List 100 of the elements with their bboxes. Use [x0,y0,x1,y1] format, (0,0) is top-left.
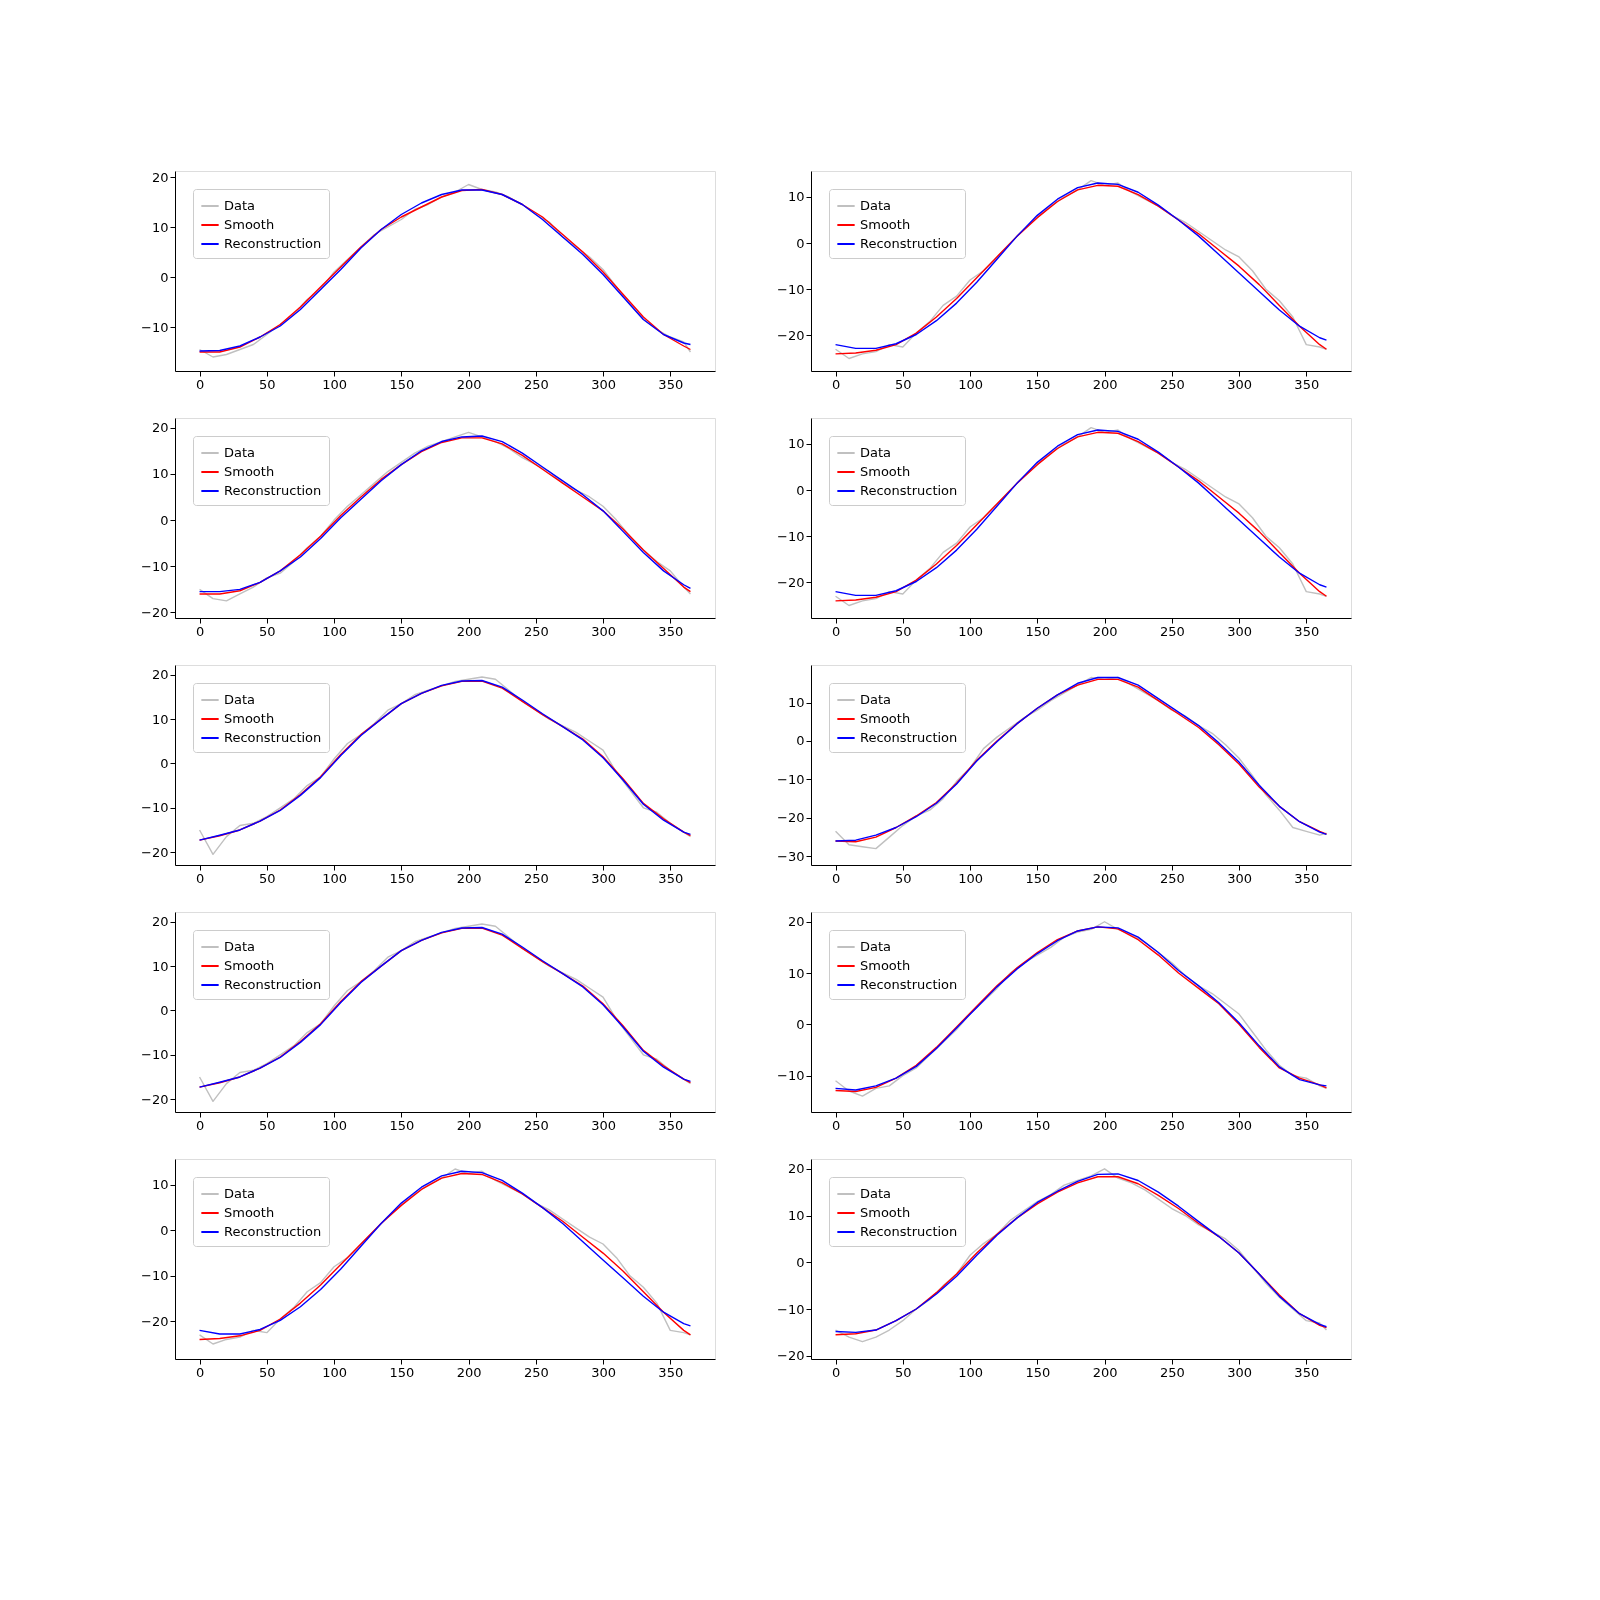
y-tick-label: −20 [777,1348,805,1364]
y-tick-label: 10 [151,466,169,482]
x-tick-label: 200 [456,870,482,886]
y-tick-label: 0 [796,235,805,251]
x-tick-label: 0 [831,623,841,639]
x-tick-label: 250 [523,623,549,639]
x-tick-label: 100 [958,870,983,886]
x-tick-label: 100 [322,376,347,392]
legend-label: Reconstruction [860,977,958,992]
x-tick-label: 50 [895,623,912,639]
x-tick-label: 150 [389,376,415,392]
x-tick-label: 250 [1159,870,1185,886]
y-tick-label: −10 [141,1047,169,1063]
legend-label: Smooth [860,711,911,726]
y-tick-label: 20 [151,420,169,436]
legend-label: Data [224,939,256,954]
legend-label: Smooth [224,464,275,479]
y-tick-label: 0 [160,1002,169,1018]
x-tick-label: 300 [591,1117,616,1133]
x-tick-label: 150 [1025,1117,1051,1133]
x-tick-label: 350 [658,870,684,886]
y-tick-label: −10 [141,800,169,816]
legend-label: Data [860,198,892,213]
y-tick-label: 10 [787,436,805,452]
legend-label: Smooth [860,1205,911,1220]
x-tick-label: 200 [1092,623,1118,639]
x-tick-label: 0 [195,1117,205,1133]
y-tick-label: 20 [151,169,169,185]
y-tick-label: 0 [796,1254,805,1270]
y-tick-label: −20 [777,327,805,343]
y-tick-label: 0 [796,733,805,749]
x-tick-label: 100 [958,376,983,392]
x-tick-label: 150 [1025,1364,1051,1380]
x-tick-label: 300 [591,376,616,392]
y-tick-label: 10 [787,695,805,710]
x-tick-label: 50 [259,623,276,639]
y-tick-label: 0 [160,1222,169,1238]
legend-label: Smooth [224,217,275,232]
y-tick-label: 0 [160,269,169,285]
x-tick-label: 150 [1025,376,1051,392]
x-tick-label: 250 [523,870,549,886]
y-tick-label: 10 [151,219,169,235]
y-tick-label: −20 [141,844,169,860]
x-tick-label: 250 [523,1117,549,1133]
x-tick-label: 200 [1092,1364,1118,1380]
x-tick-label: 0 [831,1117,841,1133]
x-tick-label: 100 [958,1117,983,1133]
y-tick-label: 10 [787,965,805,981]
x-tick-label: 350 [658,376,684,392]
x-tick-label: 300 [591,870,616,886]
y-tick-label: 20 [787,1161,805,1177]
y-tick-label: −20 [777,574,805,590]
y-tick-label: −10 [141,1268,169,1284]
x-tick-label: 300 [591,1364,616,1380]
x-tick-label: 50 [259,870,276,886]
x-tick-label: 50 [895,1364,912,1380]
legend-label: Reconstruction [224,1224,322,1239]
x-tick-label: 250 [1159,1117,1185,1133]
y-tick-label: −10 [777,528,805,544]
x-tick-label: 250 [1159,623,1185,639]
legend-label: Data [224,692,256,707]
y-tick-label: 10 [151,958,169,974]
legend-label: Reconstruction [224,236,322,251]
legend-label: Smooth [224,958,275,973]
legend-label: Data [224,1186,256,1201]
x-tick-label: 200 [456,623,482,639]
y-tick-label: −10 [777,1068,805,1084]
y-tick-label: −30 [777,848,805,864]
legend-label: Smooth [224,1205,275,1220]
legend-label: Reconstruction [224,730,322,745]
x-tick-label: 300 [1227,623,1252,639]
x-tick-label: 250 [1159,1364,1185,1380]
x-tick-label: 50 [895,1117,912,1133]
x-tick-label: 100 [322,1117,347,1133]
y-tick-label: 20 [151,667,169,683]
x-tick-label: 150 [389,623,415,639]
legend-label: Reconstruction [860,730,958,745]
y-tick-label: −20 [141,604,169,620]
x-tick-label: 0 [831,870,841,886]
x-tick-label: 250 [1159,376,1185,392]
x-tick-label: 200 [456,1364,482,1380]
x-tick-label: 0 [195,623,205,639]
x-tick-label: 150 [389,870,415,886]
x-tick-label: 150 [1025,870,1051,886]
y-tick-label: 0 [160,755,169,771]
x-tick-label: 200 [456,1117,482,1133]
x-tick-label: 100 [958,623,983,639]
x-tick-label: 150 [1025,623,1051,639]
legend-label: Smooth [860,464,911,479]
x-tick-label: 100 [322,623,347,639]
x-tick-label: 350 [658,1364,684,1380]
x-tick-label: 350 [1294,1364,1320,1380]
x-tick-label: 300 [591,623,616,639]
x-tick-label: 150 [389,1364,415,1380]
x-tick-label: 250 [523,1364,549,1380]
y-tick-label: 10 [151,1177,169,1193]
x-tick-label: 300 [1227,1364,1252,1380]
x-tick-label: 350 [1294,1117,1320,1133]
legend-label: Data [860,445,892,460]
x-tick-label: 50 [895,870,912,886]
